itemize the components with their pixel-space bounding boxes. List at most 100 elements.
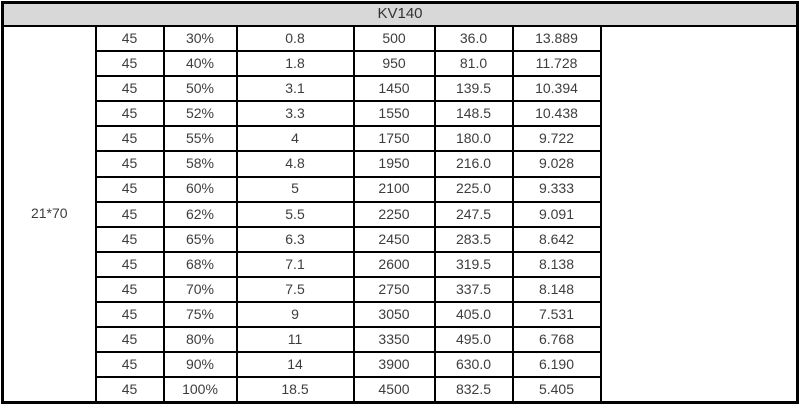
table-body: 21*70 45 30% 0.8 500 36.0 13.889 45 40% 1.8 950 81.… xyxy=(1,24,799,404)
cell: 40% xyxy=(162,50,238,78)
row-group-label-cell: 21*70 xyxy=(1,25,97,404)
cell: 45 xyxy=(94,200,165,228)
cell: 9.028 xyxy=(511,150,602,178)
table-title-row: KV140 xyxy=(1,1,799,27)
cell: 7.531 xyxy=(511,301,602,329)
cell: 337.5 xyxy=(433,275,514,304)
cell: 8.148 xyxy=(511,275,602,304)
cell: 81.0 xyxy=(433,50,514,78)
cell: 3050 xyxy=(352,301,436,329)
cell: 4 xyxy=(235,125,355,153)
cell: 6.3 xyxy=(235,225,355,253)
table-row: 45 55% 4 1750 180.0 9.722 xyxy=(3,125,798,153)
cell: 52% xyxy=(162,100,238,128)
table-row: 45 80% 11 3350 495.0 6.768 xyxy=(3,326,798,354)
cell: 2100 xyxy=(352,175,436,203)
cell: 216.0 xyxy=(433,150,514,178)
cell: 4500 xyxy=(352,376,436,404)
cell: 225.0 xyxy=(433,175,514,203)
table-row: 45 70% 7.5 2750 337.5 8.148 xyxy=(3,275,798,304)
cell: 9.722 xyxy=(511,125,602,153)
cell: 45 xyxy=(94,326,165,354)
table-row: 45 52% 3.3 1550 148.5 10.438 xyxy=(3,100,798,128)
cell: 8.642 xyxy=(511,225,602,253)
cell: 148.5 xyxy=(433,100,514,128)
cell: 45 xyxy=(94,125,165,153)
cell: 75% xyxy=(162,301,238,329)
cell: 45 xyxy=(94,351,165,379)
table-row: 45 65% 6.3 2450 283.5 8.642 xyxy=(3,225,798,253)
cell: 0.8 xyxy=(235,24,355,53)
cell: 36.0 xyxy=(433,24,514,53)
cell: 100% xyxy=(162,376,238,404)
cell: 45 xyxy=(94,75,165,103)
cell: 58% xyxy=(162,150,238,178)
cell: 11.728 xyxy=(511,50,602,78)
cell: 2750 xyxy=(352,275,436,304)
cell: 832.5 xyxy=(433,376,514,404)
cell: 55% xyxy=(162,125,238,153)
cell: 65% xyxy=(162,225,238,253)
table-row: 45 75% 9 3050 405.0 7.531 xyxy=(3,301,798,329)
table-row: 45 50% 3.1 1450 139.5 10.394 xyxy=(3,75,798,103)
cell: 1450 xyxy=(352,75,436,103)
cell: 14 xyxy=(235,351,355,379)
table-row: 45 58% 4.8 1950 216.0 9.028 xyxy=(3,150,798,178)
cell: 45 xyxy=(94,250,165,278)
cell: 80% xyxy=(162,326,238,354)
cell: 90% xyxy=(162,351,238,379)
cell: 50% xyxy=(162,75,238,103)
table-title: KV140 xyxy=(1,1,799,27)
table-row: 45 60% 5 2100 225.0 9.333 xyxy=(3,175,798,203)
cell: 45 xyxy=(94,24,165,53)
cell: 2250 xyxy=(352,200,436,228)
cell: 180.0 xyxy=(433,125,514,153)
cell: 950 xyxy=(352,50,436,78)
cell: 68% xyxy=(162,250,238,278)
cell: 2450 xyxy=(352,225,436,253)
cell: 6.768 xyxy=(511,326,602,354)
cell: 70% xyxy=(162,275,238,304)
table-row: 45 68% 7.1 2600 319.5 8.138 xyxy=(3,250,798,278)
cell: 45 xyxy=(94,100,165,128)
cell: 319.5 xyxy=(433,250,514,278)
table-row: 45 40% 1.8 950 81.0 11.728 xyxy=(3,50,798,78)
table-header: KV140 xyxy=(1,1,799,27)
table-row: 21*70 45 30% 0.8 500 36.0 13.889 xyxy=(1,24,799,404)
cell: 139.5 xyxy=(433,75,514,103)
cell: 5.405 xyxy=(511,376,602,404)
cell: 7.1 xyxy=(235,250,355,278)
cell: 45 xyxy=(94,175,165,203)
cell: 45 xyxy=(94,301,165,329)
cell: 495.0 xyxy=(433,326,514,354)
cell: 1950 xyxy=(352,150,436,178)
cell: 10.438 xyxy=(511,100,602,128)
cell: 283.5 xyxy=(433,225,514,253)
cell: 45 xyxy=(94,150,165,178)
empty-column-cell xyxy=(599,25,799,404)
cell: 45 xyxy=(94,50,165,78)
cell: 1550 xyxy=(352,100,436,128)
table-row: 45 90% 14 3900 630.0 6.190 xyxy=(3,351,798,379)
cell: 500 xyxy=(352,24,436,53)
cell: 3900 xyxy=(352,351,436,379)
cell: 8.138 xyxy=(511,250,602,278)
cell: 1750 xyxy=(352,125,436,153)
cell: 405.0 xyxy=(433,301,514,329)
cell: 5 xyxy=(235,175,355,203)
cell: 10.394 xyxy=(511,75,602,103)
cell: 5.5 xyxy=(235,200,355,228)
cell: 62% xyxy=(162,200,238,228)
cell: 9.091 xyxy=(511,200,602,228)
cell: 9.333 xyxy=(511,175,602,203)
cell: 6.190 xyxy=(511,351,602,379)
cell: 4.8 xyxy=(235,150,355,178)
cell: 3350 xyxy=(352,326,436,354)
cell: 247.5 xyxy=(433,200,514,228)
cell: 630.0 xyxy=(433,351,514,379)
cell: 45 xyxy=(94,225,165,253)
table-row: 45 62% 5.5 2250 247.5 9.091 xyxy=(3,200,798,228)
cell: 3.3 xyxy=(235,100,355,128)
